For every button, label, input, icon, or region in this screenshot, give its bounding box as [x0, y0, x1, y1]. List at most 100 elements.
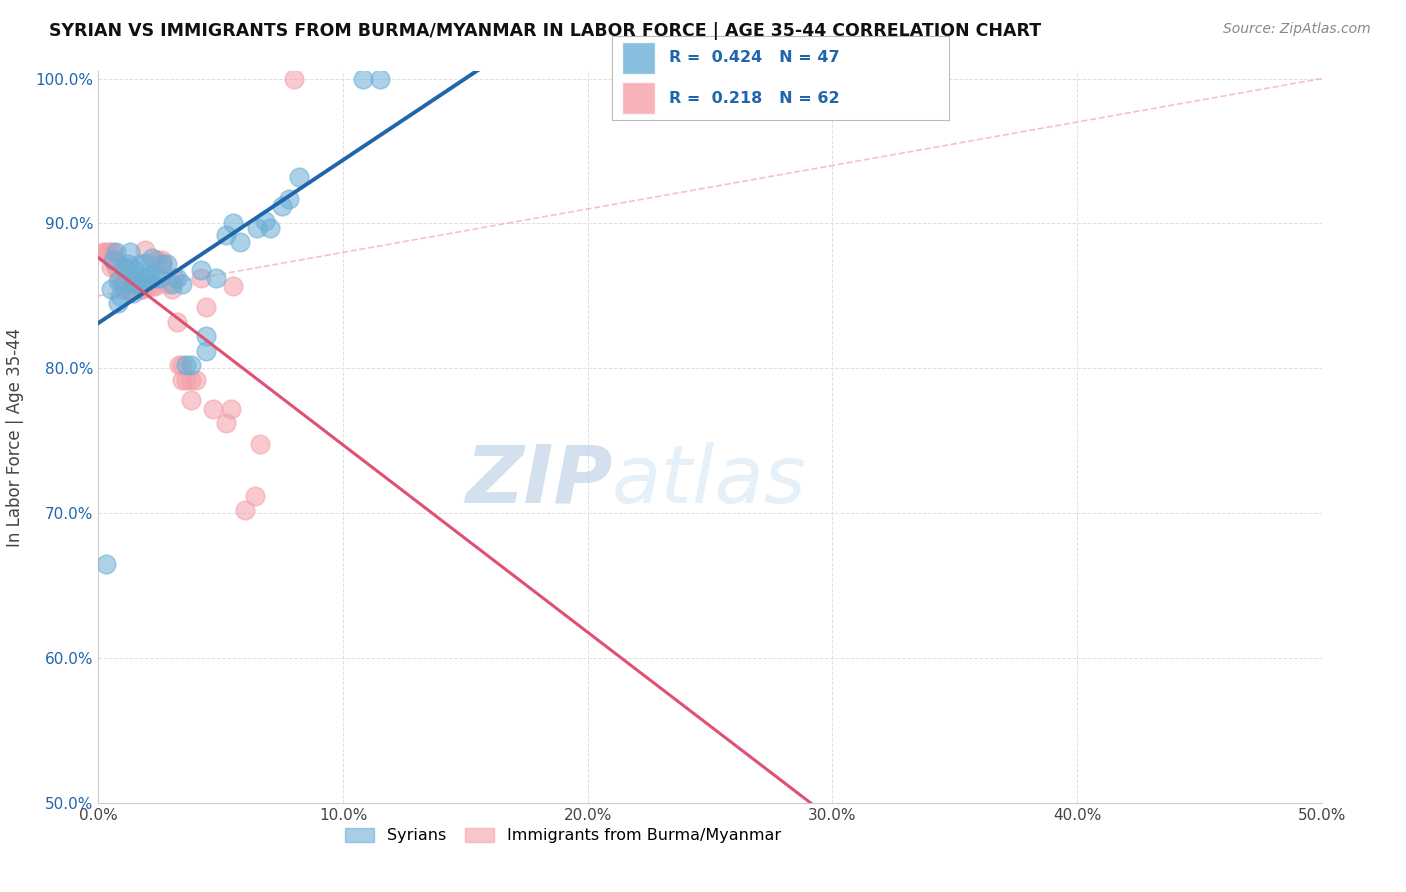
Point — [149, 271, 172, 285]
Point — [156, 257, 179, 271]
Point — [270, 199, 294, 213]
Point — [94, 245, 117, 260]
Text: R =  0.218   N = 62: R = 0.218 N = 62 — [669, 91, 839, 106]
Point — [91, 245, 114, 260]
Text: R =  0.424   N = 47: R = 0.424 N = 47 — [669, 50, 839, 65]
Point — [150, 257, 173, 271]
Point — [101, 252, 124, 267]
Point — [219, 401, 242, 416]
Point — [139, 268, 162, 283]
Y-axis label: In Labor Force | Age 35-44: In Labor Force | Age 35-44 — [7, 327, 24, 547]
Point — [120, 282, 142, 296]
Point — [107, 260, 129, 274]
Point — [202, 401, 225, 416]
Point — [163, 271, 186, 285]
Point — [104, 260, 127, 274]
Point — [129, 282, 152, 296]
Point — [117, 282, 139, 296]
Point — [114, 282, 136, 296]
Legend: Syrians, Immigrants from Burma/Myanmar: Syrians, Immigrants from Burma/Myanmar — [339, 822, 787, 850]
Point — [107, 296, 129, 310]
Point — [166, 271, 188, 285]
Point — [120, 282, 142, 296]
Point — [246, 220, 269, 235]
Point — [134, 243, 156, 257]
Point — [117, 282, 139, 296]
Point — [186, 373, 208, 387]
Point — [176, 359, 198, 373]
Point — [121, 282, 143, 296]
Point — [243, 489, 266, 503]
Point — [214, 417, 236, 431]
Point — [167, 359, 190, 373]
Point — [121, 285, 143, 300]
Point — [156, 277, 179, 292]
Point — [368, 71, 391, 86]
Point — [283, 71, 305, 86]
Point — [139, 277, 162, 292]
Text: SYRIAN VS IMMIGRANTS FROM BURMA/MYANMAR IN LABOR FORCE | AGE 35-44 CORRELATION C: SYRIAN VS IMMIGRANTS FROM BURMA/MYANMAR … — [49, 22, 1042, 40]
Point — [124, 282, 146, 296]
Point — [111, 277, 134, 292]
Point — [170, 373, 193, 387]
Point — [146, 252, 169, 267]
Point — [121, 274, 143, 288]
Point — [205, 271, 228, 285]
Point — [195, 343, 218, 358]
Point — [160, 282, 183, 296]
Point — [278, 192, 301, 206]
Point — [101, 245, 124, 260]
Point — [141, 278, 163, 293]
Bar — [621, 82, 655, 114]
Point — [180, 393, 202, 408]
Point — [143, 278, 166, 293]
Text: Source: ZipAtlas.com: Source: ZipAtlas.com — [1223, 22, 1371, 37]
Point — [222, 216, 245, 230]
Point — [117, 257, 139, 271]
Point — [124, 277, 146, 292]
Point — [259, 220, 281, 235]
Point — [114, 260, 136, 274]
Point — [131, 271, 153, 285]
Point — [101, 252, 124, 267]
Point — [229, 235, 252, 250]
Point — [352, 71, 374, 86]
Point — [111, 260, 134, 274]
Point — [134, 255, 156, 269]
Point — [180, 373, 202, 387]
Point — [131, 282, 153, 296]
Point — [141, 251, 163, 265]
Point — [143, 271, 166, 285]
Point — [150, 252, 173, 267]
Text: atlas: atlas — [612, 442, 807, 520]
Point — [124, 278, 146, 293]
Point — [195, 329, 218, 343]
Point — [100, 282, 122, 296]
Point — [94, 557, 117, 571]
Point — [249, 436, 271, 450]
Point — [146, 252, 169, 267]
Point — [129, 282, 152, 296]
Point — [124, 262, 146, 277]
Point — [190, 271, 212, 285]
Text: ZIP: ZIP — [465, 442, 612, 520]
Point — [110, 274, 132, 288]
Point — [97, 245, 120, 260]
Point — [111, 282, 134, 296]
Point — [288, 170, 311, 185]
Point — [104, 245, 127, 260]
Point — [129, 257, 152, 271]
Point — [166, 315, 188, 329]
Point — [114, 282, 136, 296]
Point — [150, 255, 173, 269]
Point — [195, 301, 218, 315]
Point — [136, 278, 159, 293]
Point — [100, 245, 122, 260]
Point — [101, 252, 124, 267]
Point — [127, 277, 149, 292]
Point — [170, 277, 193, 292]
Point — [233, 503, 256, 517]
Point — [107, 260, 129, 274]
Point — [100, 260, 122, 274]
Point — [121, 282, 143, 296]
